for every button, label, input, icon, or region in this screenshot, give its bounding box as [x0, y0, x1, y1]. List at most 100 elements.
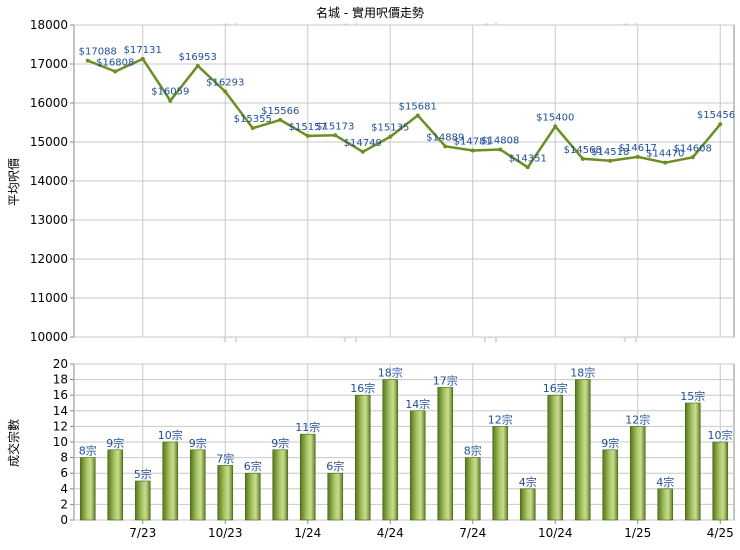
price-data-label: $16059 [151, 87, 189, 98]
price-data-label: $14568 [564, 145, 602, 156]
count-data-label: 8宗 [79, 444, 97, 458]
count-bar [327, 472, 344, 521]
count-data-label: 14宗 [405, 397, 430, 411]
y-tick-label: 12000 [30, 252, 68, 266]
y-tick-label: 6 [60, 466, 68, 480]
price-data-label: $16808 [96, 57, 134, 68]
count-data-label: 6宗 [326, 459, 344, 473]
y-tick-label: 14 [53, 404, 68, 418]
y-tick-label: 13000 [30, 213, 68, 227]
count-bar [217, 465, 234, 521]
count-data-label: 16宗 [350, 381, 375, 395]
price-point [470, 148, 475, 153]
y-tick-label: 11000 [30, 291, 68, 305]
price-point [635, 154, 640, 159]
count-bar [272, 449, 289, 521]
price-data-label: $15157 [289, 122, 327, 133]
y-tick-label: 16 [53, 388, 68, 402]
price-data-label: $14749 [344, 138, 382, 149]
price-point [498, 147, 503, 152]
price-axis-label: 平均呎價 [7, 158, 21, 206]
x-tick-label: 4/25 [707, 526, 734, 540]
y-tick-label: 14000 [30, 174, 68, 188]
y-tick-label: 20 [53, 357, 68, 371]
count-bar [464, 457, 481, 521]
count-data-label: 9宗 [601, 436, 619, 450]
price-data-label: $14781 [454, 137, 492, 148]
count-data-label: 8宗 [464, 444, 482, 458]
count-bar [519, 488, 536, 521]
count-bar [189, 449, 206, 521]
x-tick-label: 7/24 [459, 526, 486, 540]
count-data-label: 16宗 [543, 381, 568, 395]
count-data-label: 9宗 [271, 436, 289, 450]
count-data-label: 12宗 [488, 412, 513, 426]
price-series-line [87, 57, 722, 169]
price-data-label: $15566 [261, 106, 299, 117]
price-point [525, 165, 530, 170]
price-data-label: $15456 [697, 110, 735, 121]
count-bar [629, 426, 646, 521]
count-data-label: 12宗 [625, 412, 650, 426]
price-point [305, 133, 310, 138]
count-data-label: 4宗 [656, 475, 674, 489]
y-tick-label: 4 [60, 482, 68, 496]
price-point [168, 98, 173, 103]
count-data-label: 18宗 [570, 366, 595, 380]
price-point [85, 58, 90, 63]
count-bar [107, 449, 124, 521]
price-point [718, 122, 723, 127]
price-chart: 10000 11000 12000 13000 14000 15000 16000 17000… [30, 18, 735, 344]
count-bar [409, 410, 426, 521]
x-tick-label: 10/24 [538, 526, 573, 540]
count-bar [299, 433, 316, 521]
count-data-label: 7宗 [216, 451, 234, 465]
price-point [443, 144, 448, 149]
count-bar [244, 472, 261, 521]
price-data-label: $14617 [619, 143, 657, 154]
price-point [663, 160, 668, 165]
price-point [360, 149, 365, 154]
y-tick-label: 18000 [30, 18, 68, 32]
price-point [250, 126, 255, 131]
count-data-label: 18宗 [378, 366, 403, 380]
y-tick-label: 10000 [30, 330, 68, 344]
price-data-label: $15135 [371, 123, 409, 134]
price-point [113, 69, 118, 74]
count-bar [437, 387, 454, 521]
y-tick-label: 16000 [30, 96, 68, 110]
price-point [415, 113, 420, 118]
count-bar [602, 449, 619, 521]
y-tick-label: 12 [53, 419, 68, 433]
chart-title: 名城 - 實用呎價走勢 [316, 5, 424, 20]
count-bar [134, 480, 151, 521]
x-tick-label: 1/24 [294, 526, 321, 540]
price-data-label: $17131 [124, 45, 162, 56]
price-data-label: $15400 [536, 112, 574, 123]
count-bar [79, 457, 96, 521]
count-axis-label: 成交宗數 [6, 419, 21, 467]
price-data-label: $14608 [674, 143, 712, 154]
count-data-label: 6宗 [244, 459, 262, 473]
price-data-label: $15355 [234, 114, 272, 125]
y-tick-label: 17000 [30, 57, 68, 71]
y-tick-label: 2 [60, 497, 68, 511]
price-point [608, 158, 613, 163]
price-point [553, 124, 558, 129]
x-tick-label: 4/24 [377, 526, 404, 540]
count-data-label: 5宗 [134, 467, 152, 481]
count-bar [547, 394, 564, 521]
count-bar [574, 379, 591, 521]
y-tick-label: 15000 [30, 135, 68, 149]
count-bar [162, 441, 179, 521]
price-point [140, 56, 145, 61]
count-data-label: 11宗 [295, 420, 320, 434]
price-data-label: $15173 [316, 121, 354, 132]
price-point [388, 134, 393, 139]
price-data-label: $14470 [646, 149, 684, 160]
x-tick-label: 10/23 [208, 526, 243, 540]
y-tick-label: 18 [53, 373, 68, 387]
y-tick-label: 8 [60, 451, 68, 465]
x-tick-label: 1/25 [624, 526, 651, 540]
